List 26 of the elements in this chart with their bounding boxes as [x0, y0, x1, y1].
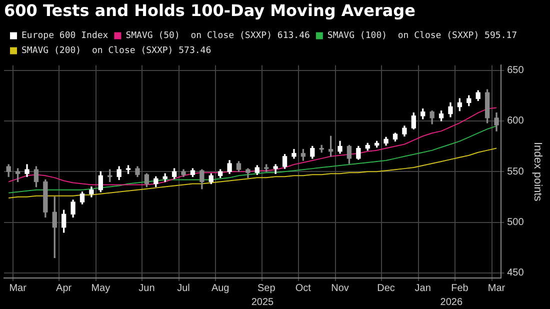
x-tick-label: Aug — [211, 282, 230, 294]
x-tick-label: Jan — [414, 282, 431, 294]
x-tick-label: Feb — [451, 282, 469, 294]
x-tick-label: Jun — [138, 282, 155, 294]
y-tick-label: 550 — [507, 166, 524, 178]
y-tick-label: 650 — [507, 65, 524, 76]
x-tick-label: Dec — [377, 282, 395, 294]
text: 2025 — [251, 296, 274, 308]
y-axis-title: Index points — [531, 142, 544, 202]
x-tick-label: Apr — [56, 282, 72, 294]
x-tick-label: Nov — [331, 282, 349, 294]
y-tick-label: 500 — [507, 217, 524, 228]
x-tick-label: Jul — [177, 282, 190, 294]
x-tick-label: Mar — [488, 282, 506, 294]
chart-title: 600 Tests and Holds 100-Day Moving Average — [4, 0, 416, 20]
x-tick-label: May — [91, 282, 110, 294]
y-tick-label: 450 — [507, 268, 524, 279]
legend-label: Europe 600 Index — [22, 31, 109, 42]
y-tick-label: 600 — [507, 116, 524, 127]
x-tick-label: Oct — [295, 282, 312, 294]
legend-label: SMAVG (100) on Close (SXXP) 595.17 — [327, 31, 518, 42]
legend-label: SMAVG (50) on Close (SXXP) 613.46 — [126, 31, 310, 42]
x-tick-label: Sep — [257, 282, 276, 294]
legend-label: SMAVG (200) on Close (SXXP) 573.46 — [22, 46, 212, 56]
text: 2026 — [440, 296, 463, 308]
x-tick-label: Mar — [9, 282, 28, 294]
